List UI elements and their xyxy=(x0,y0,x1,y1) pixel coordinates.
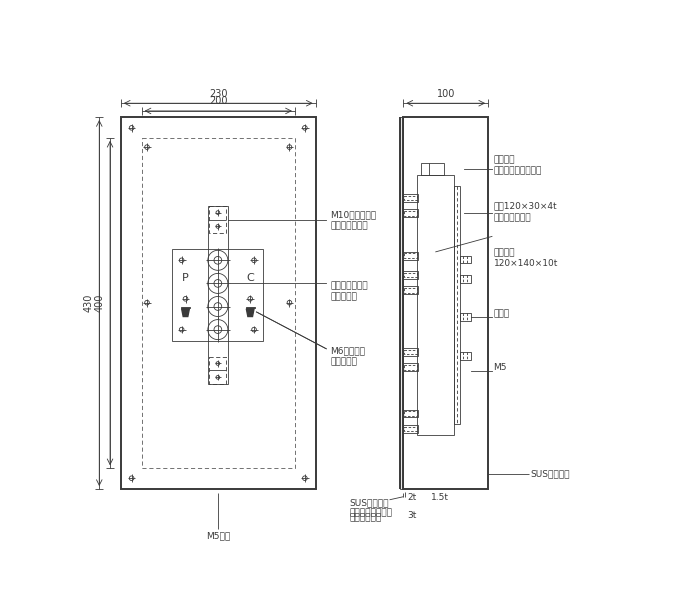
Bar xyxy=(404,273,416,278)
Text: SUSプレート
ヘヤーライン仕上: SUSプレート ヘヤーライン仕上 xyxy=(350,498,393,518)
Bar xyxy=(246,306,255,308)
Text: 平・スプリング
ワッシャー: 平・スプリング ワッシャー xyxy=(330,281,368,301)
Text: M6蝶ナット
測定用端子: M6蝶ナット 測定用端子 xyxy=(330,346,365,367)
Bar xyxy=(404,196,416,200)
Bar xyxy=(121,117,316,489)
Bar xyxy=(404,411,416,416)
Bar xyxy=(418,175,454,435)
Text: 100: 100 xyxy=(437,88,455,99)
Bar xyxy=(209,357,226,384)
Text: M5ビス: M5ビス xyxy=(206,531,230,540)
Bar xyxy=(402,364,418,371)
Polygon shape xyxy=(182,309,189,317)
Text: 3t: 3t xyxy=(407,511,417,520)
Text: ゴムパッキン: ゴムパッキン xyxy=(350,514,382,523)
Bar xyxy=(402,410,418,417)
Bar xyxy=(173,249,264,341)
Bar xyxy=(404,365,416,370)
Bar xyxy=(454,187,460,423)
Bar xyxy=(402,194,418,202)
Polygon shape xyxy=(246,309,254,317)
Text: 受座金: 受座金 xyxy=(493,310,510,318)
Bar xyxy=(400,117,403,489)
Bar xyxy=(402,209,418,217)
Bar xyxy=(402,252,418,259)
Bar xyxy=(460,275,471,282)
Bar xyxy=(421,163,444,175)
Text: 200: 200 xyxy=(209,96,228,106)
Text: 接続端子
黄銅クロームめっき: 接続端子 黄銅クロームめっき xyxy=(493,156,542,176)
Bar xyxy=(181,306,190,308)
Bar xyxy=(402,348,418,356)
Text: 230: 230 xyxy=(209,88,228,99)
Text: M10黄銅ボルト
ニッケルめっき: M10黄銅ボルト ニッケルめっき xyxy=(330,210,376,231)
Bar xyxy=(404,211,416,216)
Text: SUSボックス: SUSボックス xyxy=(530,469,570,478)
Text: 鋼板120×30×4t
クロームめっき: 鋼板120×30×4t クロームめっき xyxy=(493,202,557,222)
Text: 2t: 2t xyxy=(407,493,416,502)
Bar xyxy=(404,253,416,258)
Text: C: C xyxy=(246,273,254,283)
Text: P: P xyxy=(182,273,189,283)
Text: M5: M5 xyxy=(493,364,507,373)
Bar xyxy=(404,426,416,431)
Bar xyxy=(402,287,418,294)
Bar xyxy=(208,206,228,384)
Bar xyxy=(142,138,295,468)
Bar xyxy=(402,425,418,432)
Text: 400: 400 xyxy=(95,294,105,312)
Bar xyxy=(403,117,488,489)
Bar xyxy=(460,314,471,321)
Bar xyxy=(460,352,471,360)
Bar xyxy=(402,271,418,279)
Text: 1.5t: 1.5t xyxy=(431,493,449,502)
Bar xyxy=(404,288,416,293)
Bar xyxy=(209,206,226,234)
Bar xyxy=(404,350,416,354)
Text: 430: 430 xyxy=(84,294,94,312)
Text: ベーク板
120×140×10t: ベーク板 120×140×10t xyxy=(493,248,558,268)
Bar xyxy=(460,256,471,264)
